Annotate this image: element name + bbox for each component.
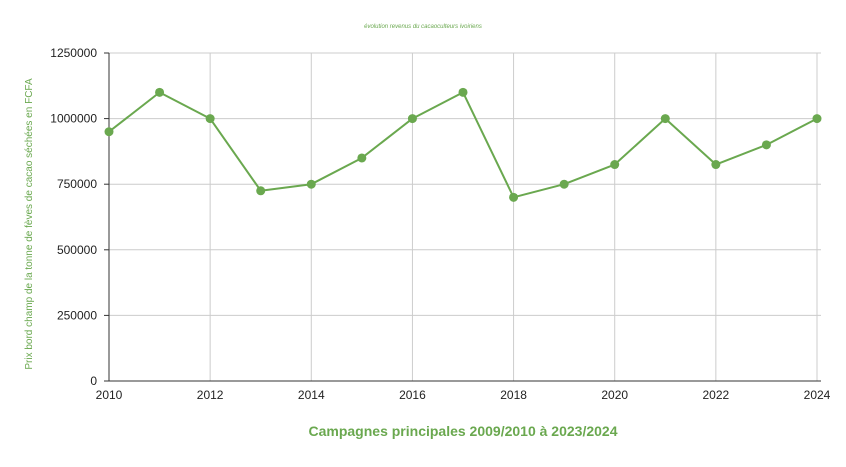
x-tick-label: 2014 bbox=[298, 388, 325, 402]
y-tick-label: 250000 bbox=[57, 308, 97, 322]
data-point bbox=[761, 140, 771, 150]
data-point bbox=[711, 160, 721, 170]
y-tick-label: 0 bbox=[90, 374, 97, 388]
x-tick-label: 2018 bbox=[500, 388, 527, 402]
data-point bbox=[256, 186, 266, 196]
x-tick-label: 2024 bbox=[804, 388, 831, 402]
data-point bbox=[407, 114, 417, 124]
data-point bbox=[660, 114, 670, 124]
data-point bbox=[559, 179, 569, 189]
data-point bbox=[812, 114, 822, 124]
chart-title: évolution revenus du cacaoculteurs ivoir… bbox=[364, 24, 482, 30]
x-tick-label: 2016 bbox=[399, 388, 426, 402]
y-tick-label: 1250000 bbox=[50, 46, 97, 60]
y-tick-label: 1000000 bbox=[50, 112, 97, 126]
data-point bbox=[104, 127, 114, 137]
x-tick-label: 2012 bbox=[197, 388, 224, 402]
data-point bbox=[458, 87, 468, 97]
series-line bbox=[108, 91, 818, 199]
data-point bbox=[306, 179, 316, 189]
series-layer bbox=[104, 87, 822, 202]
data-point bbox=[610, 160, 620, 170]
axis-layer: 0 250000 500000 750000 1000000 1250000 2010 201… bbox=[50, 46, 830, 402]
y-tick-label: 500000 bbox=[57, 243, 97, 257]
x-tick-label: 2010 bbox=[96, 388, 123, 402]
data-point bbox=[357, 153, 367, 163]
data-point bbox=[155, 87, 165, 97]
data-point bbox=[509, 192, 519, 202]
data-point bbox=[205, 114, 215, 124]
grid-layer bbox=[109, 52, 821, 381]
x-tick-label: 2022 bbox=[703, 388, 730, 402]
x-axis-label: Campagnes principales 2009/2010 à 2023/2… bbox=[309, 423, 618, 439]
y-tick-label: 750000 bbox=[57, 177, 97, 191]
y-axis-label: Prix bord champ de la tonne de fèves de … bbox=[24, 78, 35, 370]
x-tick-label: 2020 bbox=[601, 388, 628, 402]
